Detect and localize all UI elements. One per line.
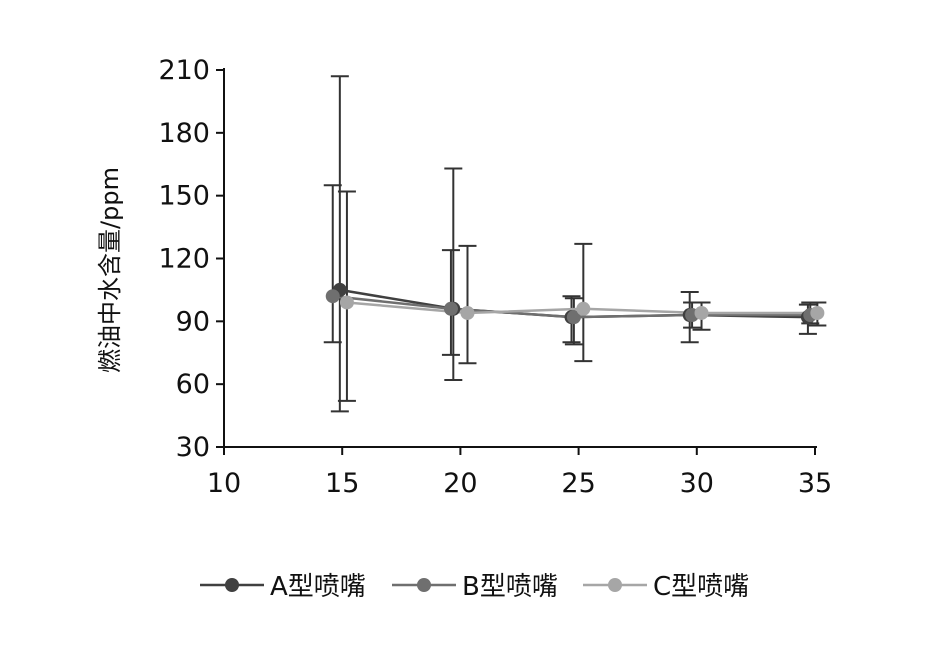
legend-label: A型喷嘴: [270, 572, 366, 602]
error-bar: [330, 75, 349, 413]
data-point: [443, 301, 458, 316]
legend-marker: [417, 578, 431, 592]
y-tick-label: 180: [158, 118, 210, 149]
data-point: [694, 305, 709, 320]
legend-item: B型喷嘴: [392, 572, 558, 602]
x-tick-label: 10: [207, 468, 241, 499]
y-ticks: 30 60 90 120 150 180 210: [158, 55, 224, 463]
axes: [223, 68, 817, 448]
data-points: [325, 282, 825, 325]
y-tick-label: 120: [158, 244, 210, 275]
x-tick-label: 30: [680, 468, 714, 499]
legend-label: C型喷嘴: [653, 572, 749, 602]
y-tick-label: 60: [176, 369, 210, 400]
legend-label: B型喷嘴: [462, 572, 558, 602]
data-point: [810, 305, 825, 320]
y-tick-label: 30: [176, 432, 210, 463]
x-tick-label: 20: [443, 468, 477, 499]
y-tick-label: 210: [158, 55, 210, 86]
error-bar: [444, 167, 463, 381]
data-point: [339, 295, 354, 310]
error-bar: [323, 184, 342, 344]
x-ticks: 10 15 20 25 30 35: [207, 447, 832, 499]
data-point: [460, 305, 475, 320]
x-tick-label: 25: [561, 468, 595, 499]
legend-item: C型喷嘴: [583, 572, 749, 602]
legend-item: A型喷嘴: [200, 572, 366, 602]
error-bars: [323, 75, 827, 413]
data-point: [576, 301, 591, 316]
x-tick-label: 15: [325, 468, 359, 499]
data-point: [325, 289, 340, 304]
x-tick-label: 35: [798, 468, 832, 499]
error-bar: [458, 244, 477, 365]
y-axis-title: 燃油中水含量/ppm: [96, 167, 124, 373]
y-tick-label: 90: [176, 306, 210, 337]
legend-marker: [225, 578, 239, 592]
legend: A型喷嘴 B型喷嘴 C型喷嘴: [200, 572, 749, 602]
y-tick-label: 150: [158, 181, 210, 212]
legend-marker: [608, 578, 622, 592]
data-point: [566, 310, 581, 325]
